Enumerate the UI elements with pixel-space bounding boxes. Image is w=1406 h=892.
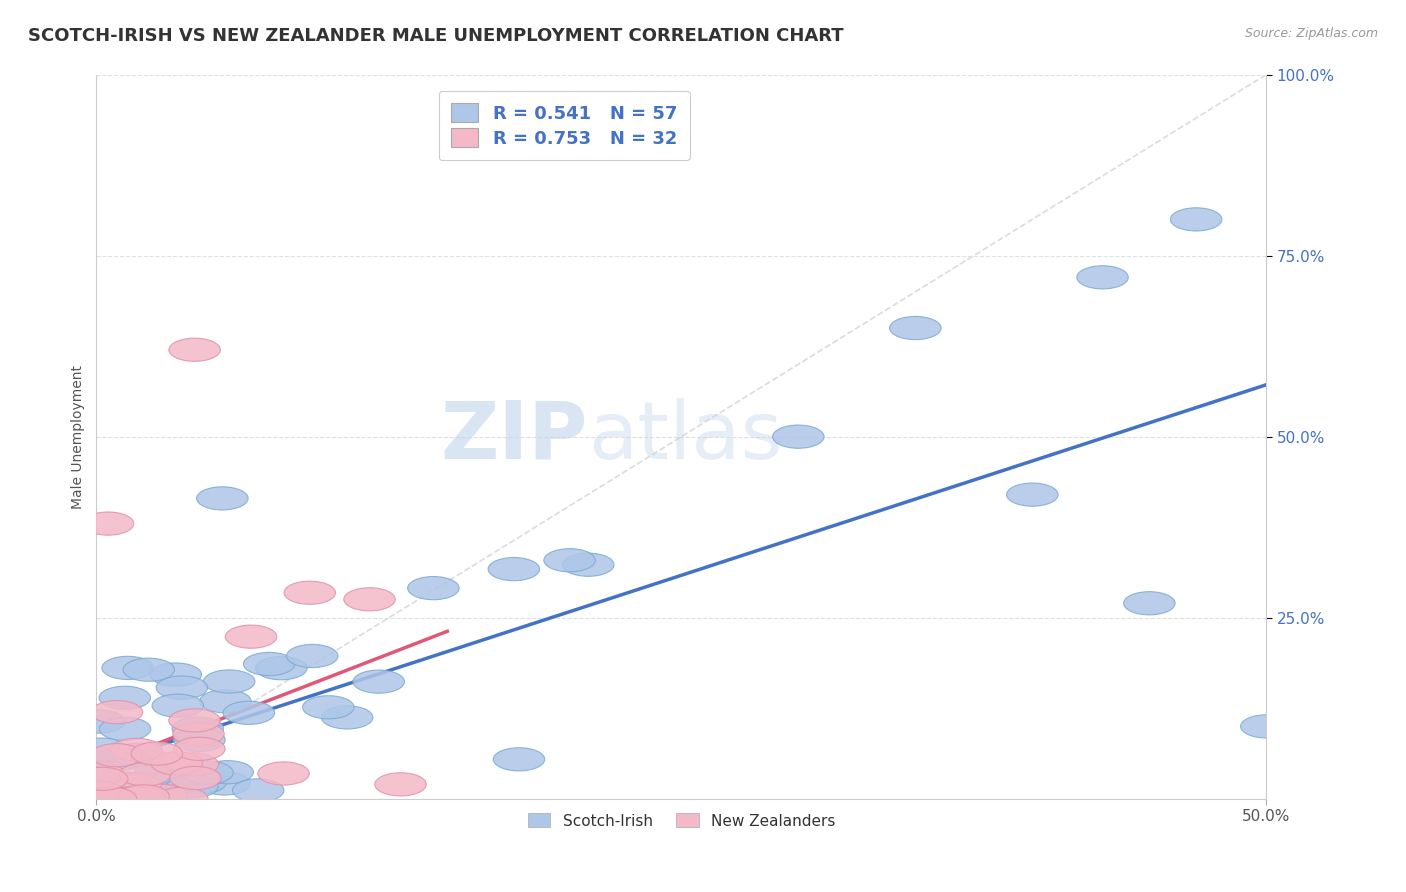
Ellipse shape bbox=[98, 686, 150, 709]
Ellipse shape bbox=[408, 576, 460, 599]
Ellipse shape bbox=[112, 743, 165, 766]
Ellipse shape bbox=[98, 788, 150, 811]
Ellipse shape bbox=[101, 657, 153, 680]
Ellipse shape bbox=[174, 728, 225, 751]
Ellipse shape bbox=[77, 788, 129, 811]
Ellipse shape bbox=[94, 788, 146, 811]
Ellipse shape bbox=[86, 788, 136, 811]
Ellipse shape bbox=[120, 763, 172, 786]
Ellipse shape bbox=[79, 788, 131, 811]
Ellipse shape bbox=[169, 338, 221, 361]
Ellipse shape bbox=[200, 690, 252, 713]
Ellipse shape bbox=[284, 582, 336, 604]
Text: atlas: atlas bbox=[588, 398, 782, 475]
Ellipse shape bbox=[80, 788, 132, 811]
Ellipse shape bbox=[1007, 483, 1059, 506]
Ellipse shape bbox=[120, 788, 170, 811]
Ellipse shape bbox=[73, 763, 124, 786]
Ellipse shape bbox=[167, 753, 219, 776]
Ellipse shape bbox=[198, 772, 250, 795]
Ellipse shape bbox=[173, 723, 224, 746]
Ellipse shape bbox=[136, 788, 188, 811]
Ellipse shape bbox=[1240, 714, 1292, 738]
Ellipse shape bbox=[156, 788, 208, 811]
Ellipse shape bbox=[73, 782, 125, 805]
Ellipse shape bbox=[89, 786, 141, 809]
Ellipse shape bbox=[156, 676, 208, 699]
Ellipse shape bbox=[124, 658, 174, 681]
Ellipse shape bbox=[243, 652, 295, 675]
Ellipse shape bbox=[1077, 266, 1128, 289]
Ellipse shape bbox=[353, 670, 405, 693]
Ellipse shape bbox=[173, 737, 225, 760]
Ellipse shape bbox=[94, 788, 146, 811]
Ellipse shape bbox=[232, 779, 284, 802]
Ellipse shape bbox=[97, 772, 149, 795]
Ellipse shape bbox=[344, 588, 395, 611]
Ellipse shape bbox=[76, 738, 127, 761]
Y-axis label: Male Unemployment: Male Unemployment bbox=[72, 365, 86, 508]
Ellipse shape bbox=[84, 788, 136, 811]
Text: SCOTCH-IRISH VS NEW ZEALANDER MALE UNEMPLOYMENT CORRELATION CHART: SCOTCH-IRISH VS NEW ZEALANDER MALE UNEMP… bbox=[28, 27, 844, 45]
Ellipse shape bbox=[287, 644, 337, 667]
Ellipse shape bbox=[121, 772, 173, 795]
Ellipse shape bbox=[83, 512, 134, 535]
Text: ZIP: ZIP bbox=[440, 398, 588, 475]
Legend: Scotch-Irish, New Zealanders: Scotch-Irish, New Zealanders bbox=[522, 807, 841, 835]
Ellipse shape bbox=[488, 558, 540, 581]
Ellipse shape bbox=[104, 788, 156, 811]
Ellipse shape bbox=[98, 788, 150, 811]
Ellipse shape bbox=[172, 717, 224, 740]
Ellipse shape bbox=[224, 701, 274, 724]
Ellipse shape bbox=[1170, 208, 1222, 231]
Ellipse shape bbox=[322, 706, 373, 729]
Ellipse shape bbox=[136, 784, 187, 807]
Ellipse shape bbox=[131, 742, 183, 765]
Ellipse shape bbox=[169, 709, 221, 732]
Ellipse shape bbox=[302, 696, 354, 719]
Ellipse shape bbox=[100, 717, 150, 740]
Ellipse shape bbox=[120, 788, 170, 811]
Ellipse shape bbox=[166, 775, 218, 798]
Ellipse shape bbox=[544, 549, 595, 572]
Ellipse shape bbox=[150, 752, 202, 775]
Ellipse shape bbox=[562, 553, 614, 576]
Ellipse shape bbox=[73, 710, 125, 733]
Ellipse shape bbox=[110, 773, 162, 797]
Ellipse shape bbox=[890, 317, 941, 340]
Ellipse shape bbox=[176, 771, 226, 794]
Ellipse shape bbox=[150, 663, 201, 686]
Ellipse shape bbox=[76, 767, 128, 790]
Ellipse shape bbox=[375, 772, 426, 796]
Ellipse shape bbox=[204, 670, 254, 693]
Ellipse shape bbox=[197, 487, 247, 510]
Ellipse shape bbox=[114, 788, 166, 811]
Ellipse shape bbox=[100, 788, 152, 811]
Ellipse shape bbox=[73, 781, 124, 805]
Ellipse shape bbox=[84, 788, 136, 811]
Ellipse shape bbox=[152, 694, 204, 717]
Text: Source: ZipAtlas.com: Source: ZipAtlas.com bbox=[1244, 27, 1378, 40]
Ellipse shape bbox=[1123, 591, 1175, 615]
Ellipse shape bbox=[170, 766, 221, 789]
Ellipse shape bbox=[257, 762, 309, 785]
Ellipse shape bbox=[121, 788, 173, 811]
Ellipse shape bbox=[111, 739, 162, 762]
Ellipse shape bbox=[202, 761, 253, 784]
Ellipse shape bbox=[91, 744, 142, 767]
Ellipse shape bbox=[76, 788, 128, 811]
Ellipse shape bbox=[135, 760, 186, 783]
Ellipse shape bbox=[91, 700, 143, 723]
Ellipse shape bbox=[181, 761, 233, 784]
Ellipse shape bbox=[118, 785, 169, 808]
Ellipse shape bbox=[773, 425, 824, 449]
Ellipse shape bbox=[91, 747, 143, 771]
Ellipse shape bbox=[225, 625, 277, 648]
Ellipse shape bbox=[494, 747, 544, 771]
Ellipse shape bbox=[256, 657, 307, 680]
